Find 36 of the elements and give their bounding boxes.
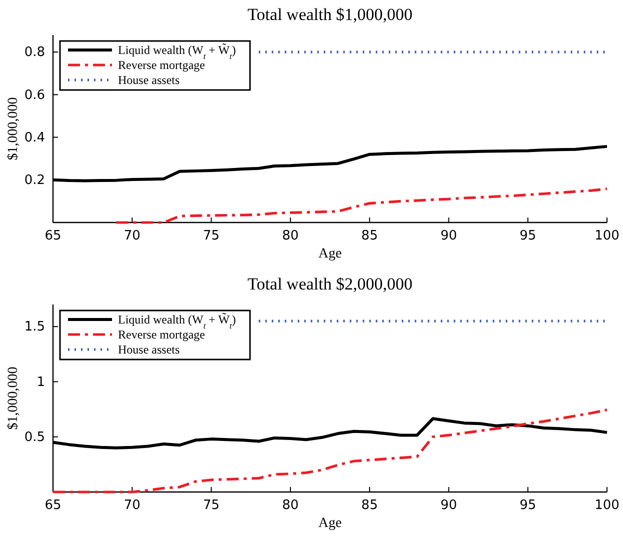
y-tick-label: 0.4 [24,130,45,146]
line-series [115,188,608,224]
y-tick-label: 1 [36,374,45,390]
y-tick-label: 0.2 [24,173,45,188]
x-tick-label: 85 [361,498,378,514]
x-tick-label: 100 [594,498,620,514]
legend-label: House assets [118,73,180,87]
x-tick-label: 80 [282,228,299,244]
x-tick-label: 90 [440,228,457,244]
chart-title: Total wealth $2,000,000 [247,274,413,294]
x-tick-label: 70 [124,498,140,514]
y-axis-title: $1,000,000 [6,97,21,160]
legend-label: Liquid wealth (W$_{t}$ + W̃$_{t}$) [118,312,236,330]
y-tick-label: 0.6 [24,88,45,103]
y-tick-label: 1.5 [24,320,45,335]
legend-label: Liquid wealth (W$_{t}$ + W̃$_{t}$) [118,42,236,60]
x-tick-label: 65 [44,228,62,244]
x-axis-title: Age [318,246,342,262]
x-tick-label: 95 [520,498,536,514]
y-axis-title: $1,000,000 [6,366,21,430]
legend-label: Reverse mortgage [118,58,205,72]
legend-label: House assets [118,342,180,356]
x-tick-label: 75 [203,228,220,244]
legend-label: Reverse mortgage [118,328,205,342]
x-tick-label: 100 [594,228,620,244]
x-tick-label: 90 [440,498,457,514]
y-tick-label: 0.5 [24,430,45,446]
x-tick-label: 65 [44,498,62,514]
x-axis-title: Age [318,516,342,531]
x-tick-label: 70 [124,228,140,244]
x-tick-label: 95 [520,228,536,244]
x-tick-label: 85 [361,228,378,244]
x-tick-label: 75 [203,498,220,514]
x-tick-label: 80 [282,498,299,514]
y-tick-label: 0.8 [24,45,45,60]
chart-title: Total wealth $1,000,000 [247,5,413,24]
